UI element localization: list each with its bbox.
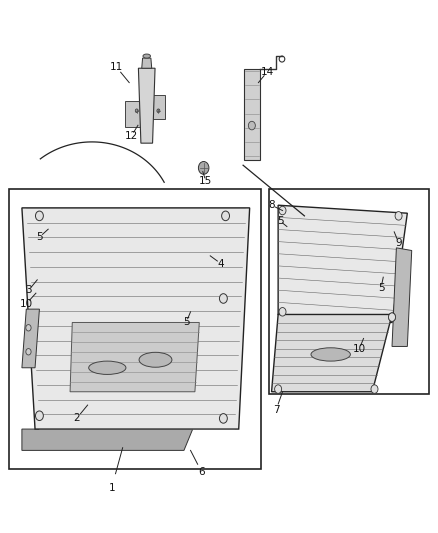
- Text: 10: 10: [20, 299, 33, 309]
- Circle shape: [395, 212, 402, 220]
- Text: 9: 9: [395, 238, 402, 247]
- Circle shape: [219, 294, 227, 303]
- Circle shape: [371, 385, 378, 393]
- Circle shape: [279, 206, 286, 215]
- Ellipse shape: [88, 361, 126, 374]
- Circle shape: [35, 211, 43, 221]
- Text: 5: 5: [36, 232, 43, 242]
- Circle shape: [222, 211, 230, 221]
- Text: 5: 5: [378, 283, 385, 293]
- Polygon shape: [22, 309, 39, 368]
- Circle shape: [26, 325, 31, 331]
- Text: 4: 4: [218, 259, 225, 269]
- Text: 12: 12: [125, 131, 138, 141]
- Ellipse shape: [143, 54, 151, 58]
- Text: 8: 8: [268, 200, 275, 210]
- Circle shape: [389, 313, 396, 321]
- Text: 10: 10: [353, 344, 366, 354]
- Ellipse shape: [311, 348, 350, 361]
- Circle shape: [135, 109, 138, 112]
- Text: 2: 2: [73, 414, 80, 423]
- Polygon shape: [152, 94, 165, 119]
- Polygon shape: [142, 58, 152, 68]
- Polygon shape: [392, 248, 412, 346]
- Text: 15: 15: [199, 176, 212, 186]
- Circle shape: [248, 122, 255, 130]
- Polygon shape: [22, 208, 250, 429]
- Text: 1: 1: [108, 483, 115, 492]
- Text: 6: 6: [198, 467, 205, 477]
- Polygon shape: [70, 322, 199, 392]
- Text: 3: 3: [25, 286, 32, 295]
- Text: 5: 5: [277, 216, 284, 226]
- Polygon shape: [138, 68, 155, 143]
- Circle shape: [219, 414, 227, 423]
- Text: 11: 11: [110, 62, 123, 71]
- Circle shape: [275, 385, 282, 393]
- Polygon shape: [125, 101, 141, 127]
- Text: 14: 14: [261, 67, 274, 77]
- Polygon shape: [22, 429, 193, 450]
- Circle shape: [157, 109, 160, 112]
- Polygon shape: [272, 314, 392, 392]
- Circle shape: [198, 161, 209, 174]
- Circle shape: [26, 349, 31, 355]
- Circle shape: [35, 411, 43, 421]
- Polygon shape: [244, 69, 260, 160]
- Text: 7: 7: [272, 406, 279, 415]
- Circle shape: [389, 313, 396, 321]
- Ellipse shape: [139, 352, 172, 367]
- Circle shape: [279, 308, 286, 316]
- Polygon shape: [278, 205, 407, 322]
- Text: 5: 5: [183, 318, 190, 327]
